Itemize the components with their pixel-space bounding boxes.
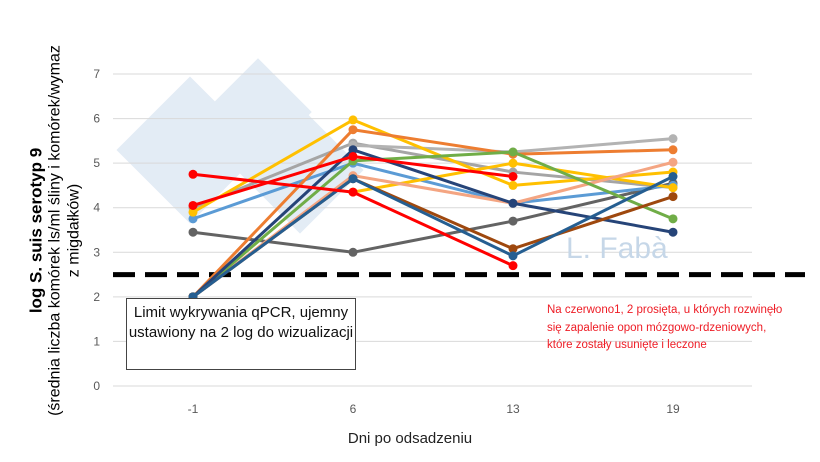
series-line	[192, 181, 674, 254]
series-line	[192, 161, 674, 221]
y-tick-label: 7	[93, 67, 100, 81]
x-tick-label: -1	[188, 402, 199, 416]
data-point	[668, 157, 678, 167]
data-point	[508, 198, 518, 208]
data-point	[508, 216, 518, 226]
data-point	[668, 172, 678, 182]
series-line	[192, 175, 674, 299]
data-point	[508, 158, 518, 168]
data-point	[668, 145, 678, 155]
y-tick-label: 5	[93, 156, 100, 170]
data-point	[508, 147, 518, 157]
y-tick-label: 3	[93, 245, 100, 259]
data-point	[348, 247, 358, 257]
data-point	[508, 244, 518, 254]
y-axis-label-main: log S. suis serotyp 9	[26, 147, 46, 314]
logo-diamond	[236, 106, 364, 234]
y-tick-label: 0	[93, 379, 100, 393]
data-point	[348, 115, 358, 125]
data-point	[348, 151, 358, 161]
data-point	[188, 169, 198, 179]
y-axis-label-sub: (średnia liczba komórek ls/ml śliny i ko…	[46, 45, 83, 416]
data-point	[188, 207, 198, 217]
y-tick-label: 4	[93, 201, 100, 215]
data-point	[508, 261, 518, 271]
data-point	[668, 134, 678, 144]
data-point	[188, 227, 198, 237]
data-point	[508, 251, 518, 261]
y-axis-label: log S. suis serotyp 9 (średnia liczba ko…	[27, 41, 84, 421]
data-point	[668, 214, 678, 224]
data-point	[348, 125, 358, 135]
x-tick-label: 13	[506, 402, 520, 416]
data-point	[508, 180, 518, 190]
detection-limit-note: Limit wykrywania qPCR, ujemny ustawiony …	[126, 298, 356, 370]
data-point	[348, 145, 358, 155]
data-point	[668, 183, 678, 193]
data-point	[668, 227, 678, 237]
red-series-note: Na czerwono1, 2 prosięta, u których rozw…	[547, 304, 783, 351]
watermark-text: L. Fabà	[566, 232, 668, 265]
series-line	[192, 118, 674, 214]
y-tick-label: 2	[93, 290, 100, 304]
y-tick-label: 6	[93, 112, 100, 126]
series-line	[191, 128, 674, 298]
x-tick-label: 19	[666, 402, 680, 416]
data-point	[668, 192, 678, 202]
x-tick-label: 6	[350, 402, 357, 416]
data-point	[508, 172, 518, 182]
y-tick-label: 1	[93, 334, 100, 348]
x-axis-label: Dni po odsadzeniu	[347, 430, 473, 447]
series-line	[192, 150, 674, 299]
data-point	[188, 214, 198, 224]
data-point	[188, 200, 198, 210]
data-point	[348, 187, 358, 197]
data-point	[348, 174, 358, 184]
